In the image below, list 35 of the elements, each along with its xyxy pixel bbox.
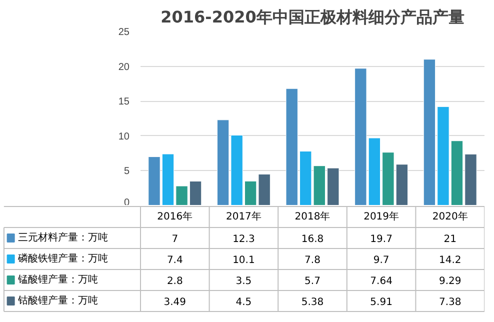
y-tick-label: 15 [118, 96, 130, 108]
data-label: 5.7 [304, 276, 320, 287]
data-label: 7 [172, 234, 178, 246]
legend-label: 磷酸铁锂产量：万吨 [16, 252, 108, 264]
y-tick-label: 25 [118, 27, 130, 38]
data-label: 4.5 [236, 296, 252, 308]
data-label: 7.64 [370, 276, 392, 287]
legend-label: 三元材料产量：万吨 [18, 232, 108, 244]
data-label: 2.8 [166, 276, 183, 287]
data-label: 10.1 [232, 255, 255, 266]
data-label: 5.91 [370, 296, 392, 308]
data-label: 7.38 [438, 296, 462, 308]
data-label: 14.2 [438, 255, 462, 266]
legend-label: 钴酸锂产量：万吨 [16, 294, 98, 306]
legend-label: 锰酸锂产量：万吨 [16, 273, 98, 286]
y-tick-label: 20 [118, 62, 130, 73]
y-tick-label: 10 [118, 131, 130, 142]
x-tick-label: 2018年 [294, 210, 330, 223]
x-tick-label: 2019年 [364, 210, 400, 223]
data-label: 5.38 [301, 296, 324, 308]
data-label: 9.7 [373, 255, 390, 266]
x-tick-label: 2016年 [157, 210, 193, 223]
data-label: 19.7 [370, 234, 392, 246]
data-label: 7.4 [166, 255, 183, 266]
y-tick-label: 5 [124, 166, 130, 178]
chart-title: 2016-2020年中国正极材料细分产品产量 [160, 8, 464, 26]
x-tick-label: 2020年 [432, 210, 468, 223]
x-tick-label: 2017年 [226, 210, 262, 223]
data-label: 12.3 [232, 234, 255, 246]
data-label: 7.8 [304, 255, 320, 266]
data-label: 21 [444, 234, 456, 246]
data-label: 3.5 [236, 276, 252, 287]
data-label: 3.49 [164, 296, 186, 308]
data-label: 16.8 [301, 234, 324, 246]
data-label: 9.29 [438, 276, 462, 287]
